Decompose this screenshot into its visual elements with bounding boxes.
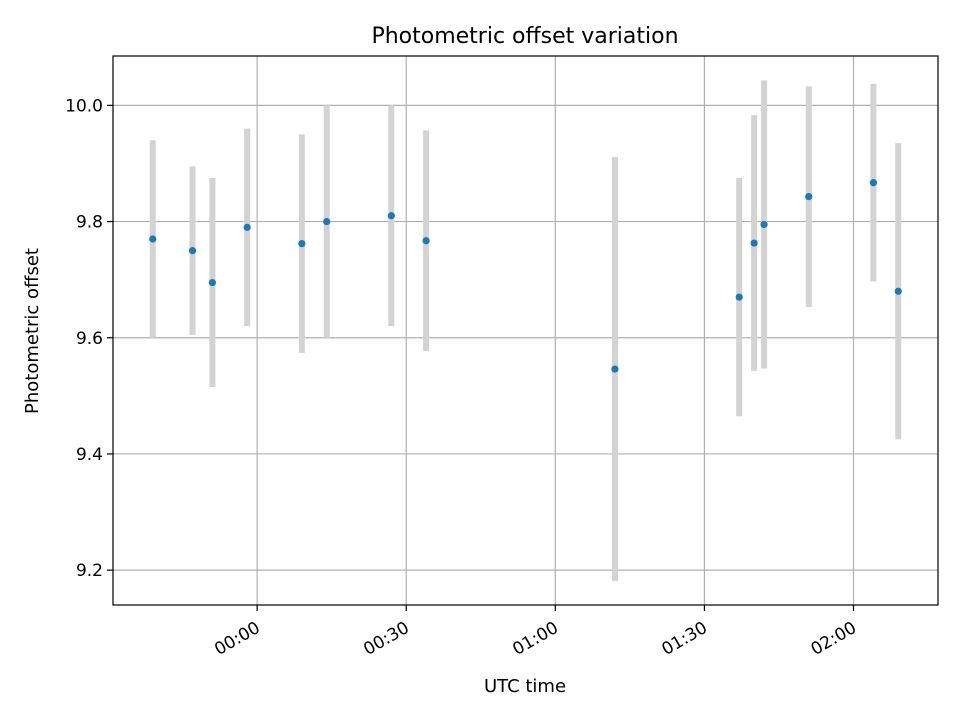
y-tick-label: 9.2 (76, 561, 103, 581)
data-point (750, 239, 758, 247)
data-point (611, 365, 619, 373)
data-point (422, 237, 430, 245)
y-tick-label: 9.6 (76, 329, 103, 349)
data-point (760, 220, 768, 229)
data-point (869, 179, 877, 187)
chart-title: Photometric offset variation (371, 24, 678, 49)
data-point (894, 287, 902, 295)
y-tick-label: 9.8 (76, 213, 103, 233)
data-point (323, 217, 331, 226)
data-point (387, 212, 395, 220)
grid-lines (113, 56, 938, 605)
plot-frame (112, 55, 939, 606)
data-point (735, 293, 743, 301)
x-axis-label: UTC time (484, 676, 566, 697)
data-point (208, 278, 216, 287)
data-point (298, 240, 306, 248)
data-point (149, 235, 157, 243)
y-axis-label: Photometric offset (22, 248, 43, 414)
data-point (188, 247, 197, 255)
data-points (149, 179, 902, 373)
y-tick-label: 10.0 (65, 96, 103, 116)
data-point (805, 192, 813, 201)
y-tick-label: 9.4 (76, 445, 103, 465)
data-point (243, 223, 251, 231)
